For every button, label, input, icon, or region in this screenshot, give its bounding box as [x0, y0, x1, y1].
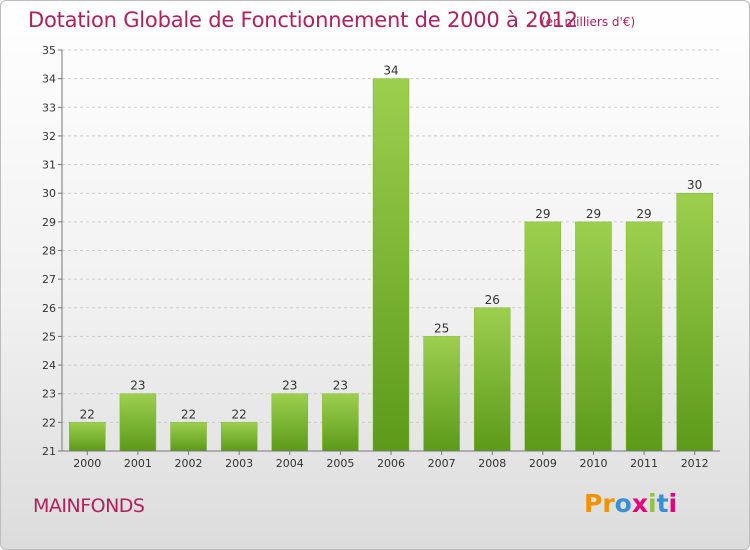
y-tick-label: 21	[42, 445, 56, 458]
x-tick-label: 2000	[73, 457, 101, 470]
y-tick-label: 30	[42, 187, 56, 200]
bar	[625, 221, 663, 452]
x-tick-label: 2007	[428, 457, 456, 470]
bar	[524, 221, 562, 452]
x-tick-label: 2005	[326, 457, 354, 470]
y-tick-label: 34	[42, 73, 56, 86]
x-tick-label: 2002	[175, 457, 203, 470]
y-tick-label: 31	[42, 159, 56, 172]
bar	[271, 393, 309, 452]
data-label: 22	[181, 407, 196, 421]
y-tick-label: 23	[42, 388, 56, 401]
bars: 22 23 22 22 23 23 34 25 26 29 29 29 30	[69, 64, 713, 452]
axes: 21 22 23 24 25 26 27 28 29 30 31 32 33 34 35 2000 2001 20…	[42, 44, 720, 470]
data-label: 26	[485, 293, 500, 307]
x-tick-label: 2003	[225, 457, 253, 470]
bar	[220, 422, 258, 452]
y-tick-label: 25	[42, 330, 56, 343]
y-tick-label: 29	[42, 216, 56, 229]
proxiti-logo: Proxiti	[584, 489, 678, 518]
bar	[69, 422, 106, 452]
bar	[473, 307, 511, 452]
data-label: 23	[282, 379, 297, 393]
bar	[676, 192, 713, 452]
bar	[575, 221, 612, 452]
y-tick-label: 28	[42, 245, 56, 258]
x-tick-label: 2001	[124, 457, 152, 470]
y-tick-label: 24	[42, 359, 56, 372]
bar	[322, 393, 359, 452]
data-label: 29	[535, 207, 550, 221]
data-label: 22	[232, 407, 247, 421]
x-tick-label: 2006	[377, 457, 405, 470]
y-tick-label: 22	[42, 416, 56, 429]
bar	[170, 422, 207, 452]
y-tick-label: 26	[42, 302, 56, 315]
y-tick-label: 32	[42, 130, 56, 143]
data-label: 23	[333, 379, 348, 393]
data-label: 25	[434, 321, 449, 335]
chart-subtitle: (en milliers d'€)	[541, 15, 636, 29]
chart-title: Dotation Globale de Fonctionnement de 20…	[28, 8, 578, 32]
x-tick-label: 2012	[681, 457, 709, 470]
x-tick-label: 2008	[478, 457, 506, 470]
data-label: 29	[586, 207, 601, 221]
bar	[372, 78, 410, 452]
bar	[423, 336, 460, 452]
y-tick-label: 33	[42, 101, 56, 114]
commune-name: MAINFONDS	[33, 495, 145, 517]
y-tick-label: 35	[42, 44, 56, 57]
x-tick-label: 2009	[529, 457, 557, 470]
data-label: 22	[80, 407, 95, 421]
x-tick-label: 2010	[579, 457, 607, 470]
x-tick-label: 2004	[276, 457, 304, 470]
data-label: 23	[130, 379, 145, 393]
x-tick-label: 2011	[630, 457, 658, 470]
data-label: 30	[687, 178, 702, 192]
data-label: 29	[636, 207, 651, 221]
bar	[119, 393, 157, 452]
data-label: 34	[383, 64, 398, 78]
y-tick-label: 27	[42, 273, 56, 286]
